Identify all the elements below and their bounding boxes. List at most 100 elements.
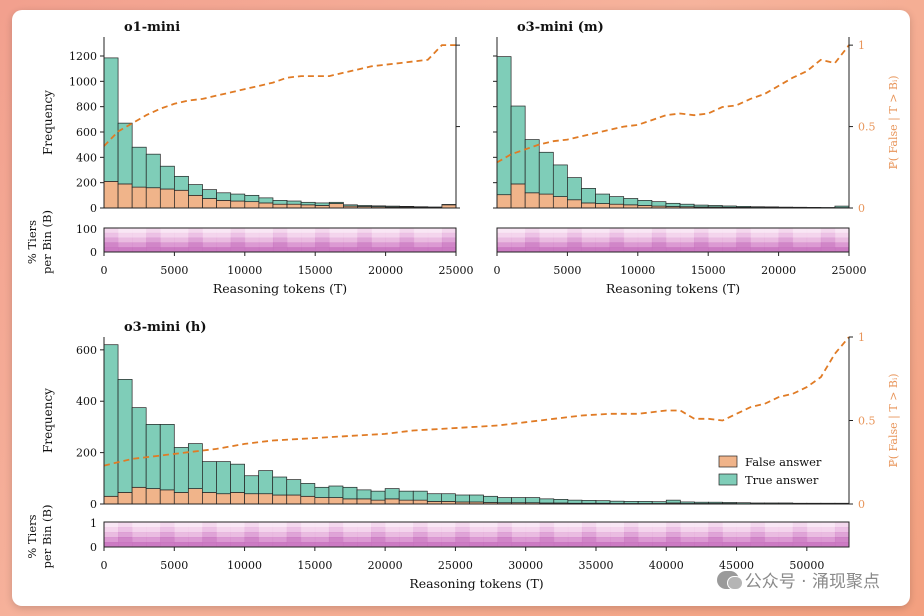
heat-cell: [539, 537, 555, 543]
bar-true: [609, 500, 625, 504]
heat-cell: [525, 532, 541, 538]
heat-cell: [216, 537, 231, 543]
bar-true: [708, 501, 723, 504]
bar-true: [651, 501, 667, 504]
heat-cell: [104, 532, 119, 538]
heat-cell: [834, 242, 850, 248]
heat-cell: [680, 228, 695, 234]
heat-cell: [708, 237, 723, 243]
heat-cell: [314, 527, 330, 533]
legend-swatch-true: [718, 473, 738, 486]
bar-false: [117, 492, 133, 505]
heat-cell: [146, 247, 161, 253]
heat-cell: [595, 237, 611, 243]
heat-cell: [315, 232, 330, 238]
heat-cell: [160, 228, 175, 234]
bar-true: [159, 424, 175, 491]
heat-cell: [244, 247, 260, 253]
heat-cell: [202, 242, 218, 248]
heat-cell: [160, 542, 175, 548]
bar-true: [834, 205, 850, 208]
heat-cell: [244, 242, 260, 248]
heat-cell: [736, 542, 752, 548]
bar-true: [286, 200, 302, 205]
bar-false: [342, 498, 358, 505]
heat-cell: [216, 542, 231, 548]
heat-cell: [174, 247, 189, 253]
heat-cell: [146, 522, 161, 528]
heat-cell: [834, 522, 850, 528]
heat-cell: [118, 242, 133, 248]
heat-cell: [665, 232, 681, 238]
heat-cell: [806, 532, 822, 538]
heat-cell: [581, 247, 596, 253]
heat-cell: [357, 522, 372, 528]
heat-cell: [441, 537, 456, 543]
heat-cell: [497, 247, 512, 253]
heat-cell: [202, 542, 217, 548]
heat-cell: [160, 232, 175, 238]
heat-cell: [497, 242, 512, 248]
heat-cell: [371, 532, 386, 538]
heat-cell: [300, 527, 316, 533]
bar-true: [244, 475, 259, 495]
heat-cell: [357, 232, 372, 238]
heat-cell: [722, 232, 737, 238]
heat-cell: [343, 247, 358, 253]
heat-tick-label: 0: [90, 541, 97, 554]
heat-cell: [553, 532, 569, 538]
bar-true: [131, 146, 147, 188]
heat-cell: [539, 228, 554, 234]
heat-cell: [244, 237, 260, 243]
heat-cell: [525, 527, 541, 533]
bar-true: [384, 488, 400, 500]
bar-true: [567, 499, 583, 504]
bar-true: [230, 193, 246, 202]
heat-cell: [609, 228, 625, 234]
bar-true: [623, 501, 639, 504]
heat-cell: [651, 228, 667, 234]
bar-true: [314, 486, 330, 498]
bar-true: [412, 490, 428, 501]
x-tick-label: 40000: [649, 559, 684, 572]
heat-cell: [104, 247, 119, 253]
bar-true: [679, 203, 695, 208]
y-tick-label: 400: [76, 395, 97, 408]
heat-cell: [581, 228, 596, 234]
x-tick-label: 45000: [719, 559, 754, 572]
heat-cell: [371, 537, 386, 543]
heat-cell: [665, 228, 681, 234]
heat-cell: [118, 247, 133, 253]
heat-cell: [160, 237, 175, 243]
heat-cell: [708, 247, 723, 253]
heat-cell: [385, 522, 400, 528]
heat-cell: [651, 232, 667, 238]
heat-cell: [315, 237, 330, 243]
heat-cell: [806, 232, 822, 238]
bar-true: [511, 497, 527, 504]
bar-true: [538, 151, 554, 195]
heat-cell: [174, 527, 189, 533]
bar-false: [244, 493, 259, 505]
heat-cell: [427, 228, 443, 234]
heat-strip-frame: [103, 227, 457, 253]
heat-cell: [413, 242, 429, 248]
heat-cell: [722, 527, 737, 533]
heat-cell: [118, 522, 133, 528]
heat-cell: [385, 228, 401, 234]
heat-cell: [286, 527, 302, 533]
heat-cell: [188, 542, 203, 548]
bar-true: [539, 498, 555, 504]
heat-cell: [792, 532, 808, 538]
heat-cell: [539, 242, 554, 248]
heat-cell: [132, 522, 147, 528]
heat-cell: [132, 542, 147, 548]
heat-cell: [118, 532, 133, 538]
heat-cell: [160, 242, 175, 248]
bar-false: [202, 492, 217, 505]
bar-true: [510, 105, 526, 185]
bar-false: [272, 494, 288, 505]
heat-cell: [497, 237, 512, 243]
bar-true: [258, 197, 274, 204]
heat-cell: [329, 247, 344, 253]
